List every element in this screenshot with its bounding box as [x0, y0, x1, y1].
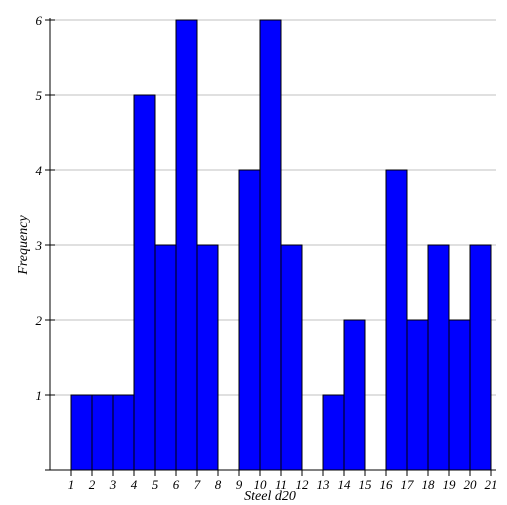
- bar-14: [343, 319, 366, 471]
- bar-9: [238, 169, 261, 471]
- bar-17: [406, 319, 429, 471]
- x-tick-label-19: 19: [443, 477, 457, 492]
- x-tick-label-15: 15: [359, 477, 373, 492]
- y-tick-label-6: 6: [36, 13, 43, 28]
- x-tick-label-16: 16: [380, 477, 394, 492]
- x-tick-label-14: 14: [338, 477, 352, 492]
- x-tick-label-21: 21: [485, 477, 498, 492]
- x-tick-label-3: 3: [109, 477, 117, 492]
- bar-10: [259, 19, 282, 471]
- bars: [70, 19, 492, 471]
- bar-4: [133, 94, 156, 471]
- y-tick-label-2: 2: [36, 313, 43, 328]
- bar-7: [196, 244, 219, 471]
- y-tick-label-1: 1: [36, 388, 43, 403]
- bar-13: [322, 394, 345, 471]
- bar-5: [154, 244, 177, 471]
- y-axis-label: Frequency: [16, 215, 31, 276]
- x-tick-label-5: 5: [152, 477, 159, 492]
- bar-1: [70, 394, 93, 471]
- y-tick-label-5: 5: [36, 88, 43, 103]
- x-tick-label-4: 4: [131, 477, 138, 492]
- x-tick-label-9: 9: [236, 477, 243, 492]
- x-tick-label-11: 11: [275, 477, 287, 492]
- y-tick-label-4: 4: [36, 163, 43, 178]
- x-tick-label-20: 20: [464, 477, 478, 492]
- bar-6: [175, 19, 198, 471]
- bar-11: [280, 244, 303, 471]
- x-tick-label-17: 17: [401, 477, 415, 492]
- y-tick-label-3: 3: [35, 238, 43, 253]
- x-tick-label-7: 7: [194, 477, 201, 492]
- bar-3: [112, 394, 135, 471]
- bar-16: [385, 169, 408, 471]
- bar-19: [448, 319, 471, 471]
- x-tick-label-13: 13: [317, 477, 331, 492]
- bar-20: [469, 244, 492, 471]
- x-tick-label-10: 10: [254, 477, 268, 492]
- x-tick-label-2: 2: [89, 477, 96, 492]
- x-tick-label-18: 18: [422, 477, 436, 492]
- bar-2: [91, 394, 114, 471]
- x-tick-label-1: 1: [68, 477, 75, 492]
- axes: [45, 18, 496, 476]
- x-axis-label: Steel d20: [244, 489, 296, 504]
- x-tick-label-8: 8: [215, 477, 222, 492]
- x-tick-label-6: 6: [173, 477, 180, 492]
- bar-18: [427, 244, 450, 471]
- x-tick-label-12: 12: [296, 477, 310, 492]
